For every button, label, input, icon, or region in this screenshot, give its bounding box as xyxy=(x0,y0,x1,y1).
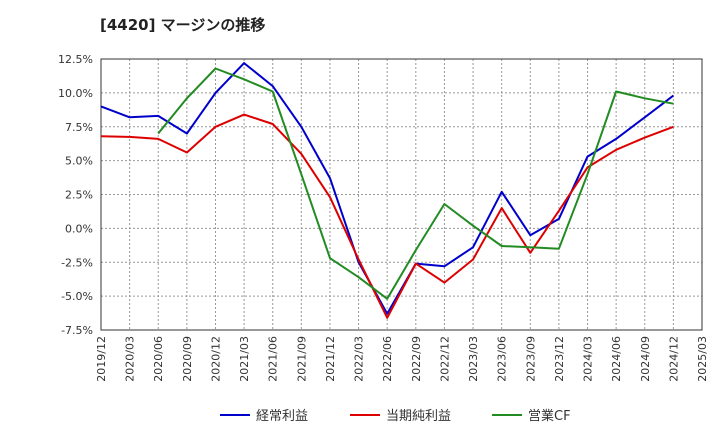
plot-border xyxy=(100,58,703,331)
x-tick-label: 2021/06 xyxy=(267,336,280,382)
x-tick-label: 2025/03 xyxy=(696,336,709,382)
x-tick-label: 2024/12 xyxy=(667,336,680,382)
y-tick-label: -7.5% xyxy=(61,324,93,337)
x-tick-label: 2021/09 xyxy=(295,336,308,382)
x-tick-label: 2020/09 xyxy=(181,336,194,382)
x-tick-label: 2023/03 xyxy=(467,336,480,382)
y-tick-label: -2.5% xyxy=(61,256,93,269)
x-tick-label: 2024/03 xyxy=(582,336,595,382)
y-tick-label: 2.5% xyxy=(65,189,93,202)
x-tick-label: 2022/06 xyxy=(381,336,394,382)
y-tick-label: 7.5% xyxy=(65,121,93,134)
legend-label-3: 営業CF xyxy=(528,408,571,424)
x-tick-label: 2023/12 xyxy=(553,336,566,382)
series-line-3 xyxy=(157,67,674,300)
y-tick-label: 0.0% xyxy=(65,222,93,235)
series-line-1 xyxy=(100,62,675,315)
x-tick-label: 2019/12 xyxy=(95,336,108,382)
x-tick-label: 2021/03 xyxy=(238,336,251,382)
x-tick-label: 2022/12 xyxy=(438,336,451,382)
legend-label-1: 経常利益 xyxy=(256,409,308,424)
x-tick-label: 2021/12 xyxy=(324,336,337,382)
x-tick-label: 2024/09 xyxy=(639,336,652,382)
y-tick-label: -5.0% xyxy=(61,290,93,303)
chart-title: [4420] マージンの推移 xyxy=(100,16,266,34)
y-tick-label: 12.5% xyxy=(58,53,93,66)
x-tick-label: 2020/03 xyxy=(124,336,137,382)
series-line-2 xyxy=(100,113,674,319)
legend-label-2: 当期純利益 xyxy=(386,409,451,424)
x-tick-label: 2022/09 xyxy=(410,336,423,382)
x-tick-label: 2023/06 xyxy=(496,336,509,382)
x-tick-label: 2020/12 xyxy=(209,336,222,382)
x-tick-label: 2022/03 xyxy=(353,336,366,382)
x-tick-label: 2024/06 xyxy=(610,336,623,382)
x-tick-label: 2020/06 xyxy=(152,336,165,382)
x-tick-label: 2023/09 xyxy=(524,336,537,382)
y-tick-label: 5.0% xyxy=(65,155,93,168)
y-tick-label: 10.0% xyxy=(58,87,93,100)
